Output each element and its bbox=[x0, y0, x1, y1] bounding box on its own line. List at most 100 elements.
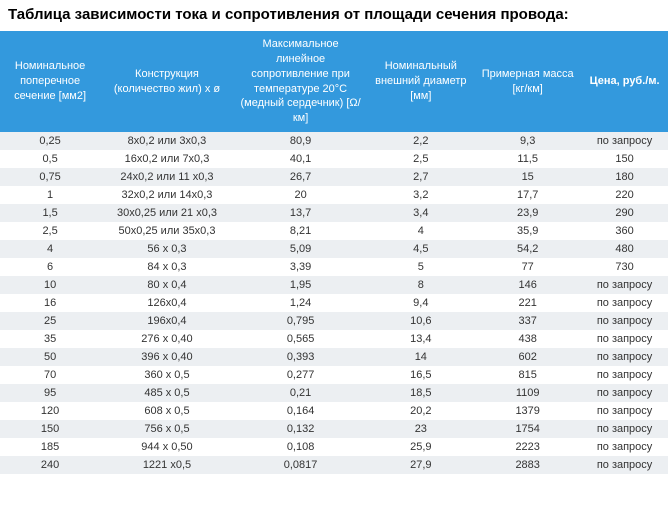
table-cell: 1754 bbox=[474, 420, 581, 438]
table-cell: 40,1 bbox=[234, 150, 368, 168]
table-row: 70360 x 0,50,27716,5815по запросу bbox=[0, 366, 668, 384]
table-cell: 8,21 bbox=[234, 222, 368, 240]
table-row: 2401221 x0,50,081727,92883по запросу bbox=[0, 456, 668, 474]
table-cell: 120 bbox=[0, 402, 100, 420]
table-row: 120608 x 0,50,16420,21379по запросу bbox=[0, 402, 668, 420]
table-cell: 1379 bbox=[474, 402, 581, 420]
table-cell: 8 bbox=[367, 276, 474, 294]
table-cell: 35 bbox=[0, 330, 100, 348]
table-cell: 20 bbox=[234, 186, 368, 204]
table-cell: 9,3 bbox=[474, 132, 581, 150]
table-row: 150756 x 0,50,132231754по запросу bbox=[0, 420, 668, 438]
table-cell: 5 bbox=[367, 258, 474, 276]
table-cell: 438 bbox=[474, 330, 581, 348]
table-cell: 0,164 bbox=[234, 402, 368, 420]
table-cell: 2,5 bbox=[367, 150, 474, 168]
table-cell: 944 x 0,50 bbox=[100, 438, 234, 456]
table-cell: 15 bbox=[474, 168, 581, 186]
table-cell: 16x0,2 или 7x0,3 bbox=[100, 150, 234, 168]
table-cell: 337 bbox=[474, 312, 581, 330]
table-row: 0,7524x0,2 или 11 x0,326,72,715180 bbox=[0, 168, 668, 186]
table-row: 25196x0,40,79510,6337по запросу bbox=[0, 312, 668, 330]
header-row: Номинальное поперечное сечение [мм2] Кон… bbox=[0, 31, 668, 132]
table-row: 1080 x 0,41,958146по запросу bbox=[0, 276, 668, 294]
table-row: 0,258x0,2 или 3x0,380,92,29,3по запросу bbox=[0, 132, 668, 150]
table-cell: 27,9 bbox=[367, 456, 474, 474]
table-cell: 24x0,2 или 11 x0,3 bbox=[100, 168, 234, 186]
table-cell: 1221 x0,5 bbox=[100, 456, 234, 474]
table-cell: 13,4 bbox=[367, 330, 474, 348]
table-cell: 3,39 bbox=[234, 258, 368, 276]
table-cell: 95 bbox=[0, 384, 100, 402]
table-cell: 10,6 bbox=[367, 312, 474, 330]
table-cell: 50x0,25 или 35x0,3 bbox=[100, 222, 234, 240]
table-cell: 5,09 bbox=[234, 240, 368, 258]
table-cell: 196x0,4 bbox=[100, 312, 234, 330]
table-cell: 4 bbox=[0, 240, 100, 258]
table-cell: 0,25 bbox=[0, 132, 100, 150]
table-cell: 1 bbox=[0, 186, 100, 204]
table-row: 35276 x 0,400,56513,4438по запросу bbox=[0, 330, 668, 348]
table-cell: 146 bbox=[474, 276, 581, 294]
table-cell: по запросу bbox=[581, 438, 668, 456]
table-row: 456 x 0,35,094,554,2480 bbox=[0, 240, 668, 258]
table-cell: 77 bbox=[474, 258, 581, 276]
table-cell: по запросу bbox=[581, 456, 668, 474]
table-cell: по запросу bbox=[581, 294, 668, 312]
table-cell: 1,5 bbox=[0, 204, 100, 222]
table-cell: 10 bbox=[0, 276, 100, 294]
table-cell: 4,5 bbox=[367, 240, 474, 258]
col-header: Цена, руб./м. bbox=[581, 31, 668, 132]
table-cell: 17,7 bbox=[474, 186, 581, 204]
table-cell: 608 x 0,5 bbox=[100, 402, 234, 420]
table-row: 50396 x 0,400,39314602по запросу bbox=[0, 348, 668, 366]
table-cell: по запросу bbox=[581, 330, 668, 348]
col-header: Максимальное линейное сопротивление при … bbox=[234, 31, 368, 132]
table-row: 2,550x0,25 или 35x0,38,21435,9360 bbox=[0, 222, 668, 240]
table-cell: 35,9 bbox=[474, 222, 581, 240]
table-cell: по запросу bbox=[581, 366, 668, 384]
table-cell: 220 bbox=[581, 186, 668, 204]
table-cell: 396 x 0,40 bbox=[100, 348, 234, 366]
table-cell: по запросу bbox=[581, 420, 668, 438]
table-cell: по запросу bbox=[581, 132, 668, 150]
table-row: 684 x 0,33,39577730 bbox=[0, 258, 668, 276]
table-cell: 32x0,2 или 14x0,3 bbox=[100, 186, 234, 204]
table-cell: 1,24 bbox=[234, 294, 368, 312]
table-cell: 2883 bbox=[474, 456, 581, 474]
table-cell: 56 x 0,3 bbox=[100, 240, 234, 258]
table-cell: 0,393 bbox=[234, 348, 368, 366]
page-title: Таблица зависимости тока и сопротивления… bbox=[0, 0, 668, 31]
table-cell: 0,277 bbox=[234, 366, 368, 384]
table-cell: 14 bbox=[367, 348, 474, 366]
table-row: 0,516x0,2 или 7x0,340,12,511,5150 bbox=[0, 150, 668, 168]
table-cell: 54,2 bbox=[474, 240, 581, 258]
table-cell: 30x0,25 или 21 x0,3 bbox=[100, 204, 234, 222]
table-cell: 20,2 bbox=[367, 402, 474, 420]
table-cell: 0,5 bbox=[0, 150, 100, 168]
table-cell: 11,5 bbox=[474, 150, 581, 168]
table-cell: по запросу bbox=[581, 312, 668, 330]
table-cell: по запросу bbox=[581, 276, 668, 294]
table-cell: 480 bbox=[581, 240, 668, 258]
table-cell: 815 bbox=[474, 366, 581, 384]
table-cell: 0,795 bbox=[234, 312, 368, 330]
table-cell: 290 bbox=[581, 204, 668, 222]
table-cell: по запросу bbox=[581, 402, 668, 420]
table-cell: 730 bbox=[581, 258, 668, 276]
data-table: Номинальное поперечное сечение [мм2] Кон… bbox=[0, 31, 668, 474]
table-cell: 13,7 bbox=[234, 204, 368, 222]
table-cell: 360 bbox=[581, 222, 668, 240]
table-row: 132x0,2 или 14x0,3203,217,7220 bbox=[0, 186, 668, 204]
table-cell: 1,95 bbox=[234, 276, 368, 294]
table-cell: 602 bbox=[474, 348, 581, 366]
table-cell: 25,9 bbox=[367, 438, 474, 456]
table-cell: 150 bbox=[0, 420, 100, 438]
table-cell: 485 x 0,5 bbox=[100, 384, 234, 402]
table-cell: 84 x 0,3 bbox=[100, 258, 234, 276]
table-row: 185944 x 0,500,10825,92223по запросу bbox=[0, 438, 668, 456]
table-cell: 1109 bbox=[474, 384, 581, 402]
table-cell: 0,75 bbox=[0, 168, 100, 186]
table-cell: 3,4 bbox=[367, 204, 474, 222]
table-cell: 16 bbox=[0, 294, 100, 312]
